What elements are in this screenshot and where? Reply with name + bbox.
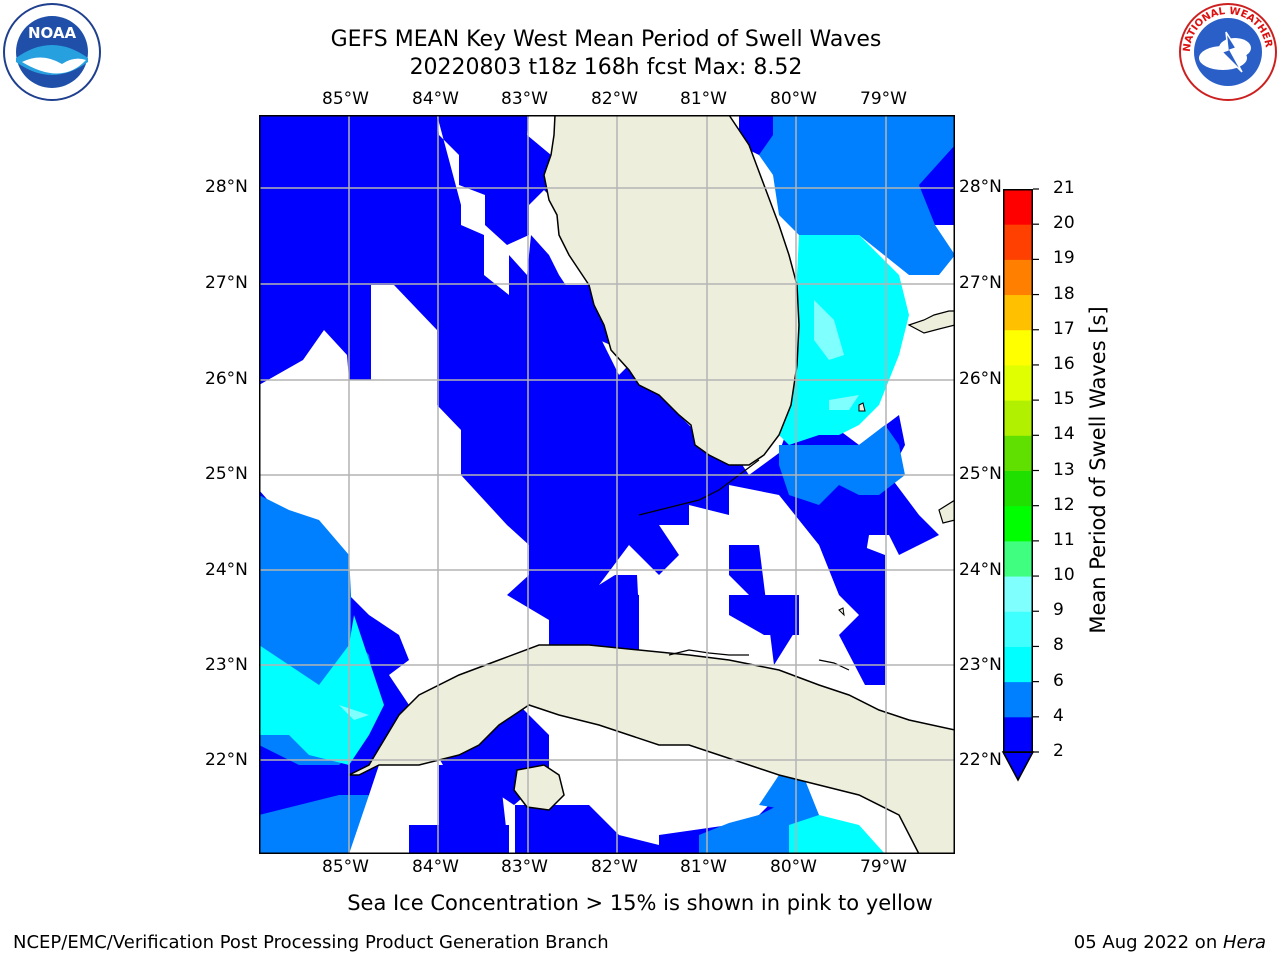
map-frame [259, 115, 955, 854]
colorbar-extend-arrow [1001, 751, 1035, 782]
colorbar-segment [1003, 505, 1033, 542]
colorbar-tick-label: 4 [1053, 705, 1064, 726]
colorbar-tick-label: 13 [1053, 459, 1075, 480]
lat-label-right: 24°N [959, 560, 1002, 580]
colorbar-tick-label: 11 [1053, 529, 1075, 550]
colorbar-tick-label: 9 [1053, 600, 1064, 621]
colorbar-segment [1003, 189, 1033, 225]
lat-label-left: 27°N [205, 273, 248, 293]
lon-label-top: 84°W [412, 89, 459, 109]
colorbar-tick-label: 17 [1053, 318, 1075, 339]
lon-label-bottom: 81°W [680, 857, 727, 877]
colorbar-segment [1003, 470, 1033, 507]
sea-ice-note: Sea Ice Concentration > 15% is shown in … [347, 891, 933, 915]
colorbar-tick-label: 16 [1053, 353, 1075, 374]
footer-org: NCEP/EMC/Verification Post Processing Pr… [13, 932, 609, 953]
colorbar-segment [1003, 576, 1033, 612]
chart-title: GEFS MEAN Key West Mean Period of Swell … [330, 27, 882, 52]
lat-label-left: 28°N [205, 177, 248, 197]
lat-label-right: 22°N [959, 750, 1002, 770]
lon-label-top: 85°W [322, 89, 369, 109]
lon-label-top: 82°W [591, 89, 638, 109]
lat-label-left: 22°N [205, 750, 248, 770]
colorbar-segment [1003, 329, 1033, 366]
colorbar-tick-label: 18 [1053, 283, 1075, 304]
lon-label-bottom: 79°W [860, 857, 907, 877]
lon-label-bottom: 80°W [770, 857, 817, 877]
lat-label-left: 26°N [205, 369, 248, 389]
map-gridlines [259, 115, 955, 854]
colorbar-tick-label: 21 [1053, 178, 1075, 198]
lon-label-top: 80°W [770, 89, 817, 109]
colorbar-tick-label: 8 [1053, 635, 1064, 656]
lon-label-bottom: 83°W [501, 857, 548, 877]
colorbar-segment [1003, 259, 1033, 296]
lon-label-top: 79°W [860, 89, 907, 109]
colorbar-segment [1003, 400, 1033, 436]
map-plot [259, 115, 955, 854]
colorbar-segment [1003, 435, 1033, 471]
lat-label-left: 23°N [205, 655, 248, 675]
colorbar-tick-label: 20 [1053, 213, 1075, 234]
nws-logo: NATIONAL WEATHER SERVICE [1178, 2, 1277, 101]
lat-label-left: 24°N [205, 560, 248, 580]
colorbar-tick-label: 2 [1053, 741, 1064, 761]
lat-label-right: 23°N [959, 655, 1002, 675]
lat-label-right: 26°N [959, 369, 1002, 389]
lon-label-bottom: 82°W [591, 857, 638, 877]
lat-label-right: 25°N [959, 464, 1002, 484]
colorbar [1001, 188, 1039, 782]
footer-machine: Hera [1222, 932, 1266, 953]
colorbar-segment [1003, 646, 1033, 683]
lat-label-right: 27°N [959, 273, 1002, 293]
colorbar-segment [1003, 364, 1033, 401]
lon-label-bottom: 84°W [412, 857, 459, 877]
colorbar-tick-label: 6 [1053, 670, 1064, 691]
noaa-logo: NOAA [3, 3, 101, 101]
swell-period-6-8-regions [259, 235, 909, 854]
footer-date-text: 05 Aug 2022 on [1073, 932, 1223, 953]
footer-date: 05 Aug 2022 on Hera [1074, 932, 1266, 953]
lat-label-left: 25°N [205, 464, 248, 484]
colorbar-segment [1003, 611, 1033, 647]
colorbar-segments [1003, 188, 1039, 753]
colorbar-segment [1003, 224, 1033, 260]
colorbar-segment [1003, 540, 1033, 577]
lon-label-top: 81°W [680, 89, 727, 109]
lon-label-bottom: 85°W [322, 857, 369, 877]
colorbar-segment [1003, 294, 1033, 331]
colorbar-tick-label: 10 [1053, 565, 1075, 586]
noaa-logo-text: NOAA [28, 24, 77, 42]
colorbar-tick-label: 19 [1053, 248, 1075, 269]
colorbar-segment [1003, 716, 1033, 753]
colorbar-segment [1003, 681, 1033, 718]
colorbar-tick-label: 12 [1053, 494, 1075, 515]
lat-label-right: 28°N [959, 177, 1002, 197]
colorbar-tick-label: 14 [1053, 424, 1075, 445]
colorbar-label: Mean Period of Swell Waves [s] [1086, 306, 1110, 634]
lon-label-top: 83°W [501, 89, 548, 109]
colorbar-tick-label: 15 [1053, 389, 1075, 410]
swell-period-8-9-regions [339, 300, 859, 720]
chart-subtitle: 20220803 t18z 168h fcst Max: 8.52 [409, 55, 803, 80]
colorbar-frame [1003, 189, 1033, 753]
